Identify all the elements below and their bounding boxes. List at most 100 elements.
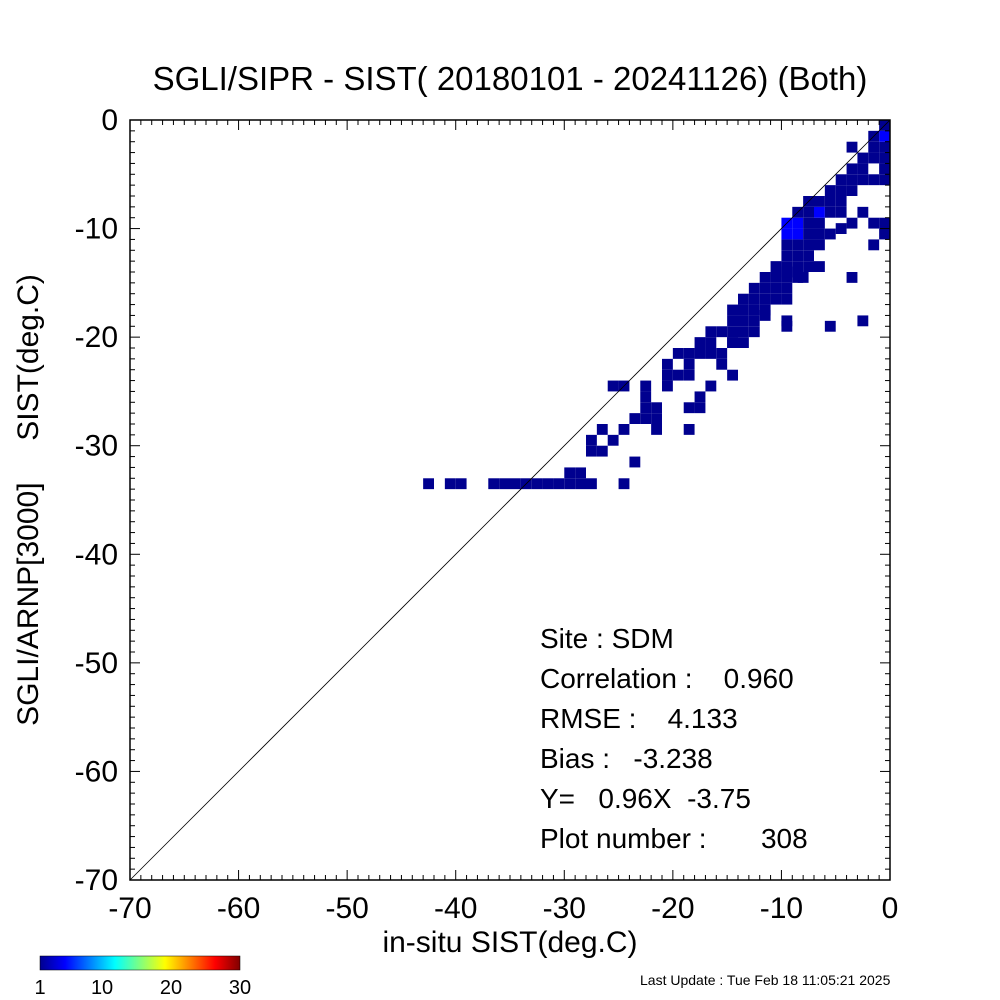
density-bin: [803, 228, 814, 240]
density-bin: [727, 326, 738, 338]
density-bin: [803, 250, 814, 262]
density-bin: [868, 239, 880, 251]
density-bin: [781, 315, 793, 327]
density-bin: [575, 467, 586, 479]
density-bin: [694, 337, 706, 348]
density-bin: [803, 217, 814, 229]
density-bin: [835, 185, 847, 196]
density-bin: [716, 348, 728, 359]
density-bin: [857, 174, 869, 186]
density-bin: [748, 282, 760, 294]
density-bin: [531, 478, 543, 490]
density-bin: [857, 163, 869, 175]
y-tick-label: -30: [75, 430, 118, 463]
density-bin: [857, 206, 869, 218]
density-bin: [803, 206, 814, 218]
stat-plot-number: Plot number : 308: [540, 823, 808, 854]
density-bin: [423, 478, 434, 490]
density-bin: [792, 261, 804, 272]
colorbar: [39, 955, 241, 971]
density-bin: [846, 174, 858, 186]
density-bin: [651, 413, 662, 424]
density-bin: [879, 141, 890, 153]
density-bin: [781, 266, 793, 278]
density-bin: [846, 163, 858, 175]
colorbar-tick-label: 20: [160, 977, 182, 999]
density-bin: [846, 141, 858, 153]
density-bin: [781, 282, 793, 294]
density-bin: [738, 337, 749, 348]
density-bin: [586, 445, 597, 457]
density-bin: [640, 391, 652, 403]
density-bin: [879, 152, 890, 164]
density-bin: [781, 239, 793, 251]
one-to-one-line: [129, 119, 891, 881]
density-bin: [835, 196, 847, 207]
stat-site: Site : SDM: [540, 623, 674, 654]
density-bin: [444, 478, 456, 490]
y-tick-label: -70: [75, 864, 118, 897]
density-bin: [792, 250, 804, 262]
y-tick-label: -60: [75, 755, 118, 788]
density-bins: [423, 120, 890, 490]
density-bin: [879, 174, 890, 186]
density-bin: [814, 228, 825, 240]
density-bin: [814, 217, 825, 229]
colorbar-labels: 1 10 20 30: [34, 977, 251, 999]
density-bin: [705, 337, 717, 348]
density-bin: [792, 272, 804, 283]
x-tick-labels: -70 -60 -50 -40 -30 -20 -10 0: [108, 892, 898, 925]
density-bin: [564, 478, 576, 490]
density-bin: [835, 174, 847, 186]
x-tick-label: -40: [434, 892, 477, 925]
density-bin: [781, 293, 793, 305]
density-bin: [797, 272, 809, 283]
density-bin: [575, 478, 586, 490]
y-tick-labels: 0 -10 -20 -30 -40 -50 -60 -70: [75, 104, 118, 897]
density-bin: [781, 320, 793, 332]
density-bin: [879, 130, 890, 142]
density-bin: [607, 380, 619, 392]
density-bin: [824, 185, 836, 196]
density-bin: [824, 206, 836, 218]
y-tick-label: -20: [75, 321, 118, 354]
density-bin: [759, 310, 771, 321]
density-bin: [618, 424, 630, 435]
colorbar-tick-label: 30: [229, 977, 251, 999]
density-bin: [510, 478, 521, 490]
density-bin: [857, 315, 869, 327]
density-bin: [662, 380, 673, 392]
density-bin: [542, 478, 554, 490]
y-tick-label: 0: [101, 104, 118, 137]
density-bin: [781, 250, 793, 262]
density-bin: [640, 402, 652, 414]
x-tick-label: -50: [325, 892, 368, 925]
density-bin: [586, 434, 597, 446]
density-bin: [705, 348, 717, 359]
density-bin: [824, 228, 836, 240]
density-bin: [716, 358, 728, 370]
density-bin: [586, 478, 597, 490]
x-tick-label: -20: [651, 892, 694, 925]
density-bin: [683, 402, 695, 414]
density-bin: [738, 315, 749, 327]
density-bin: [781, 261, 793, 272]
stat-bias: Bias : -3.238: [540, 743, 713, 774]
density-bin: [596, 445, 608, 457]
density-bin: [727, 304, 738, 316]
density-bin: [662, 358, 673, 370]
density-bin: [770, 293, 782, 305]
y-tick-label: -50: [75, 647, 118, 680]
density-bin: [694, 348, 706, 359]
density-bin: [868, 217, 880, 229]
density-bin: [846, 217, 858, 229]
density-bin: [792, 239, 804, 251]
density-bin: [662, 369, 673, 381]
density-bin: [488, 478, 500, 490]
density-bin: [640, 380, 652, 392]
density-bin: [868, 152, 880, 164]
density-bin: [857, 152, 869, 164]
reference-line-group: [129, 119, 891, 881]
y-tick-label: -10: [75, 213, 118, 246]
density-bin: [618, 478, 630, 490]
